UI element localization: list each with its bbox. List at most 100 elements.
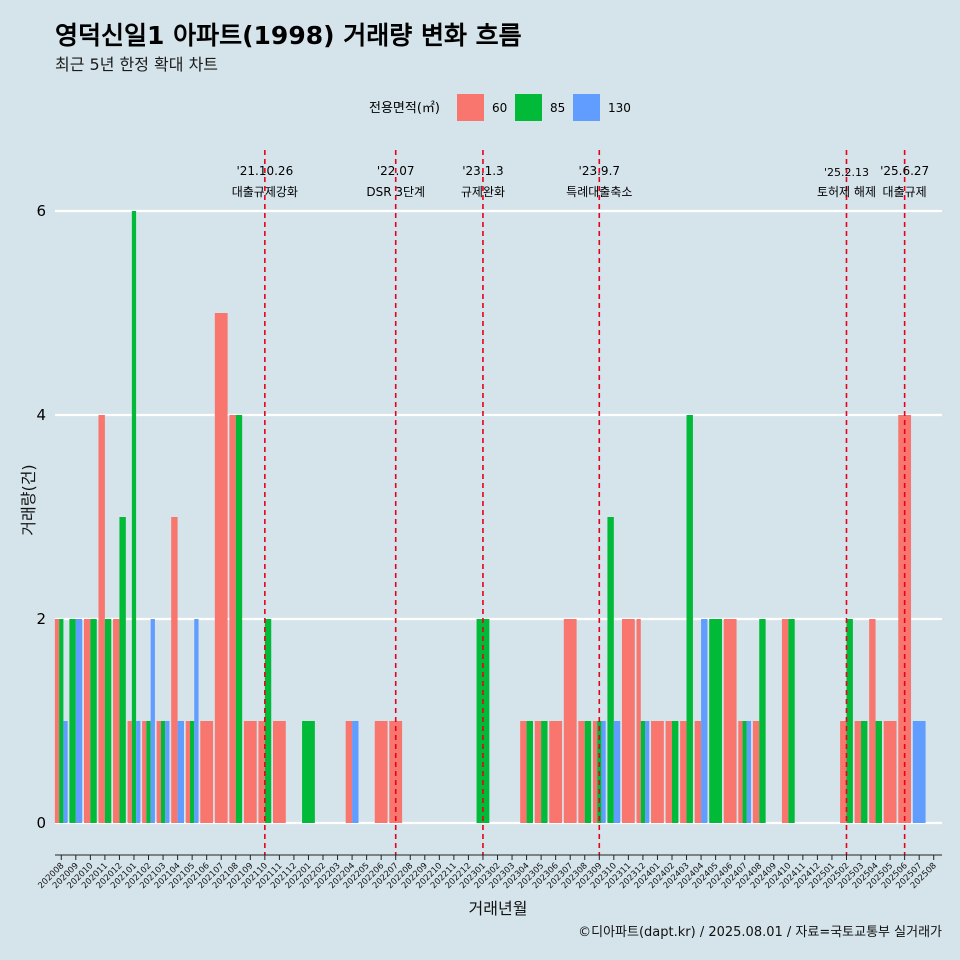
bar-60-202109 — [243, 721, 257, 823]
event-date: '23.9.7 — [579, 164, 620, 178]
bar-130-202507 — [912, 721, 926, 823]
legend-label: 130 — [608, 101, 631, 115]
bar-85-202009 — [69, 619, 76, 823]
bar-60-202410 — [781, 619, 789, 823]
bar-60-202407 — [738, 721, 743, 823]
event-label: DSR 3단계 — [366, 185, 425, 199]
bar-60-202308 — [578, 721, 585, 823]
bar-130-202204 — [352, 721, 359, 823]
bar-130-202312 — [645, 721, 650, 823]
bar-60-202010 — [83, 619, 91, 823]
bar-85-202310 — [607, 517, 614, 823]
y-tick-label: 4 — [36, 406, 46, 424]
bar-60-202309 — [592, 721, 598, 823]
event-label: 토허제 해제 — [817, 185, 876, 199]
bar-130-202102 — [150, 619, 155, 823]
bar-60-202105 — [185, 721, 191, 823]
bar-85-202011 — [104, 619, 112, 823]
y-tick-label: 2 — [36, 610, 46, 628]
bar-85-202102 — [146, 721, 151, 823]
event-label: 특례대출축소 — [566, 185, 632, 199]
legend-swatch-60 — [457, 94, 484, 121]
caption: ©디아파트(dapt.kr) / 2025.08.01 / 자료=국토교통부 실… — [578, 925, 942, 940]
event-date: '25.6.27 — [880, 164, 929, 178]
bar-85-202304 — [526, 721, 533, 823]
event-lines: '21.10.26 대출규제강화 '22.07 DSR 3단계 '23.1.3 규제완화 '… — [232, 150, 929, 855]
bar-60-202206 — [374, 721, 388, 823]
x-axis-title: 거래년월 — [469, 899, 528, 918]
bar-60-202103 — [156, 721, 161, 823]
y-tick-label: 6 — [36, 202, 46, 220]
bar-60-202008 — [54, 619, 60, 823]
bar-60-202011 — [98, 415, 105, 823]
bar-130-202101 — [136, 721, 141, 823]
bar-60-202101 — [127, 721, 132, 823]
bar-60-202406 — [723, 619, 737, 823]
y-axis: 0 2 4 6 — [36, 202, 46, 832]
bar-85-202408 — [759, 619, 766, 823]
bar-130-202309 — [601, 721, 606, 823]
bar-85-202405 — [709, 619, 723, 823]
bar-130-202103 — [165, 721, 170, 823]
bar-60-202307 — [563, 619, 577, 823]
bar-60-202106 — [200, 721, 214, 823]
bar-130-202105 — [194, 619, 199, 823]
bar-60-202107 — [214, 313, 228, 823]
bar-85-202312 — [640, 721, 646, 823]
bar-85-202504 — [875, 721, 882, 823]
bar-85-202103 — [160, 721, 166, 823]
bar-85-202308 — [584, 721, 592, 823]
bar-60-202012 — [113, 619, 120, 823]
bar-130-202404 — [701, 619, 708, 823]
bar-85-202201 — [302, 721, 315, 823]
bar-85-202105 — [190, 721, 195, 823]
bar-85-202502 — [846, 619, 853, 823]
bar-60-202102 — [142, 721, 147, 823]
bar-60-202504 — [869, 619, 876, 823]
legend-title: 전용면적(㎡) — [369, 101, 440, 116]
bar-85-202108 — [235, 415, 243, 823]
bar-130-202310 — [613, 721, 621, 823]
bar-60-202304 — [520, 721, 527, 823]
bar-85-202407 — [742, 721, 747, 823]
bar-130-202009 — [75, 619, 83, 823]
event-date: '25.2.13 — [824, 166, 869, 179]
bar-85-202503 — [861, 721, 868, 823]
bar-60-202204 — [345, 721, 353, 823]
legend-label: 85 — [550, 101, 565, 115]
bar-85-202012 — [119, 517, 126, 823]
event-date: '23.1.3 — [462, 164, 503, 178]
event-label: 대출규제강화 — [232, 185, 298, 199]
bar-60-202408 — [752, 721, 760, 823]
bar-60-202104 — [171, 517, 178, 823]
event-label: 대출규제 — [883, 185, 927, 199]
bar-60-202108 — [229, 415, 236, 823]
bar-130-202104 — [177, 721, 184, 823]
bar-85-202410 — [788, 619, 795, 823]
event-date: '22.07 — [377, 164, 415, 178]
bar-60-202502 — [840, 721, 847, 823]
bar-60-202503 — [854, 721, 862, 823]
legend-swatch-85 — [515, 94, 542, 121]
bar-85-202008 — [59, 619, 64, 823]
chart-subtitle: 최근 5년 한정 확대 차트 — [55, 55, 218, 74]
bar-130-202407 — [746, 721, 752, 823]
y-axis-title: 거래량(건) — [19, 464, 38, 535]
bar-130-202008 — [63, 721, 68, 823]
bar-85-202402 — [671, 721, 679, 823]
bar-85-202101 — [131, 211, 137, 823]
bar-60-202403 — [680, 721, 687, 823]
bar-60-202404 — [694, 721, 702, 823]
bar-85-202305 — [541, 721, 548, 823]
bar-85-202403 — [686, 415, 693, 823]
legend: 전용면적(㎡) 60 85 130 — [369, 94, 631, 121]
bar-85-202010 — [90, 619, 97, 823]
bar-60-202312 — [636, 619, 641, 823]
bar-60-202110 — [258, 721, 265, 823]
bar-60-202401 — [651, 721, 664, 823]
bar-60-202505 — [883, 721, 897, 823]
chart-title: 영덕신일1 아파트(1998) 거래량 변화 흐름 — [55, 21, 522, 50]
bar-60-202111 — [272, 721, 286, 823]
event-date: '21.10.26 — [236, 164, 293, 178]
